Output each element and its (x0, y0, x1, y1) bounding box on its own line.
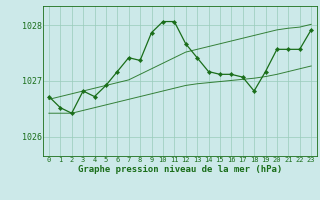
X-axis label: Graphe pression niveau de la mer (hPa): Graphe pression niveau de la mer (hPa) (78, 165, 282, 174)
